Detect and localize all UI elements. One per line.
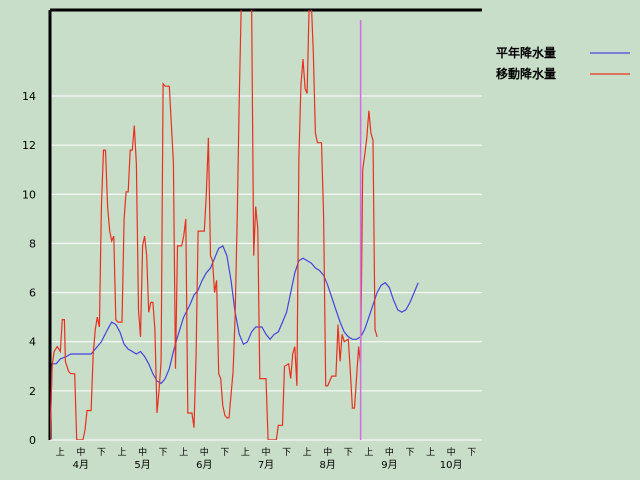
x-tick-label: 中 — [76, 446, 85, 458]
x-tick-label: 上 — [303, 447, 312, 458]
grid-lines — [50, 95, 482, 392]
month-label: 4月 — [73, 459, 89, 471]
x-tick-label: 下 — [159, 448, 168, 458]
x-tick-label: 中 — [138, 446, 147, 458]
month-label: 6月 — [196, 459, 212, 471]
month-label: 5月 — [134, 459, 150, 471]
x-tick-label: 上 — [179, 447, 188, 458]
x-tick-label: 上 — [241, 447, 250, 458]
month-label: 7月 — [258, 459, 274, 471]
x-tick-label: 下 — [220, 448, 229, 458]
month-label: 8月 — [320, 459, 336, 471]
x-tick-label: 中 — [323, 446, 332, 458]
x-tick-label: 中 — [385, 446, 394, 458]
x-tick-label: 下 — [344, 448, 353, 458]
y-tick-label: 14 — [22, 90, 36, 103]
x-tick-label: 上 — [117, 447, 126, 458]
y-tick-label: 0 — [29, 434, 36, 447]
x-tick-label: 上 — [364, 447, 373, 458]
legend-label-0: 平年降水量 — [496, 45, 556, 60]
series-line-1 — [50, 10, 378, 440]
x-tick-label: 中 — [261, 446, 270, 458]
x-tick-label: 下 — [97, 448, 106, 458]
y-tick-label: 4 — [29, 336, 36, 349]
legend-label-1: 移動降水量 — [496, 66, 556, 81]
x-tick-label: 中 — [447, 446, 456, 458]
y-tick-label: 12 — [22, 139, 36, 152]
y-tick-label: 8 — [29, 237, 36, 250]
x-tick-label: 下 — [282, 448, 291, 458]
x-tick-label: 下 — [467, 448, 476, 458]
x-tick-label: 下 — [405, 448, 414, 458]
y-tick-label: 10 — [22, 188, 36, 201]
x-tick-label: 中 — [200, 446, 209, 458]
axes — [48, 8, 482, 441]
month-label: 10月 — [440, 459, 463, 471]
x-tick-label: 上 — [56, 447, 65, 458]
y-tick-label: 6 — [29, 287, 36, 300]
y-tick-labels: 0 2 4 6 8 10 12 14 — [22, 90, 36, 447]
y-tick-label: 2 — [29, 385, 36, 398]
x-tick-labels: 上中下4月上中下5月上中下6月上中下7月上中下8月上中下9月上中下10月 — [56, 446, 476, 471]
month-label: 9月 — [381, 459, 397, 471]
x-tick-label: 上 — [426, 447, 435, 458]
